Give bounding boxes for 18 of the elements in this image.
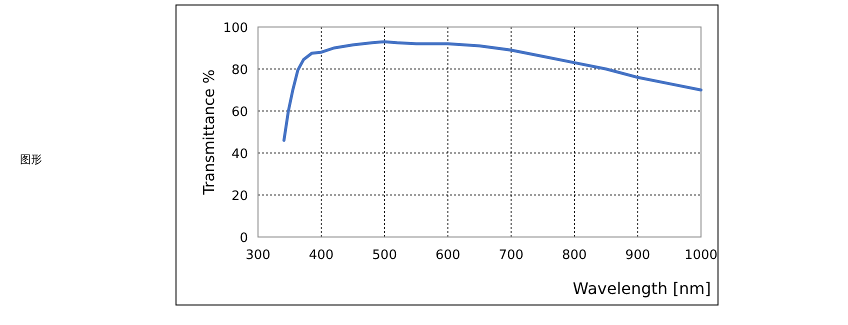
x-tick-label: 1000 [684, 248, 718, 263]
x-tick-label: 400 [308, 248, 334, 263]
y-tick-label: 40 [231, 147, 248, 162]
x-tick-label: 800 [562, 248, 587, 263]
text: 图形 [20, 153, 42, 166]
x-tick-label: 900 [625, 248, 650, 263]
y-tick-label: 0 [240, 231, 248, 246]
y-tick-label: 100 [223, 21, 248, 36]
x-tick-label: 600 [435, 248, 460, 263]
x-tick-label: 700 [498, 248, 524, 263]
y-axis-title: Transmittance % [200, 69, 218, 196]
x-tick-label: 300 [246, 248, 270, 263]
x-axis-title: Wavelength [nm] [572, 279, 711, 298]
x-tick-label: 500 [372, 248, 397, 263]
line-series [282, 40, 702, 142]
y-tick-label: 60 [231, 105, 248, 120]
y-tick-label: 80 [231, 63, 248, 78]
y-tick-label: 20 [231, 189, 248, 204]
